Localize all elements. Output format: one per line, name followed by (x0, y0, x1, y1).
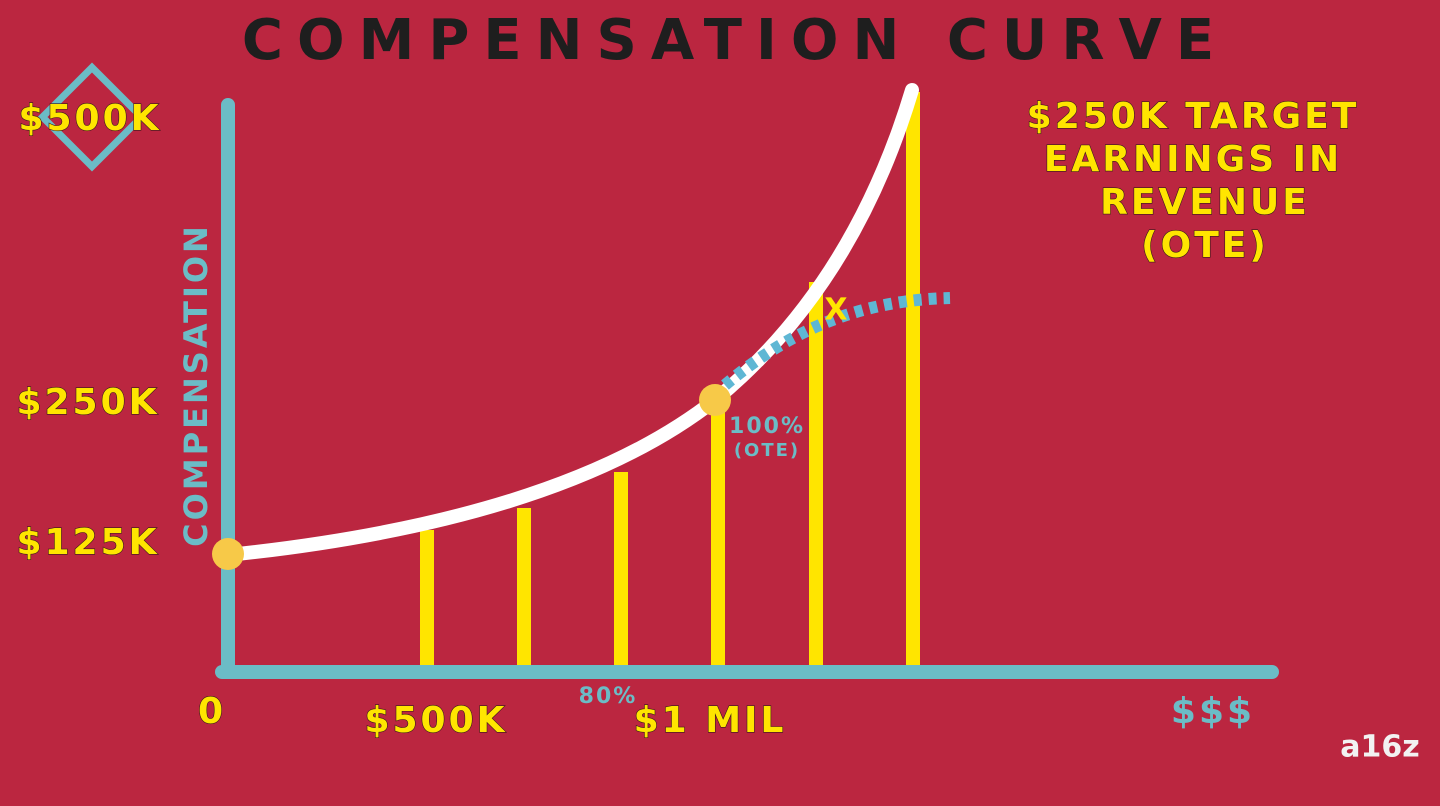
capped-curve (721, 292, 951, 390)
note: EARNINGS IN (1044, 139, 1342, 180)
logo-diamond (37, 62, 147, 172)
note: (OTE) (1141, 225, 1269, 266)
note: $250K TARGET (1027, 96, 1360, 137)
point-label: (OTE) (734, 440, 800, 461)
note: REVENUE (1100, 182, 1310, 223)
y-axis-title: COMPENSATION (177, 223, 215, 547)
cap-marker: X (824, 293, 847, 328)
y-label: $125K (16, 522, 159, 563)
y-label: $250K (16, 382, 159, 423)
start-point (212, 538, 244, 570)
point-label: 100% (729, 414, 805, 439)
x-label: 80% (579, 684, 638, 709)
title: COMPENSATION CURVE (242, 8, 1228, 73)
ote-point (699, 384, 731, 416)
bars (420, 92, 920, 665)
x-label: $$$ (1171, 691, 1255, 732)
logo: a16z (1340, 730, 1419, 765)
x-label: $1 MIL (634, 700, 787, 741)
y-label: $500K (18, 98, 161, 139)
x-label: 0 (198, 691, 226, 732)
x-label: $500K (364, 700, 507, 741)
